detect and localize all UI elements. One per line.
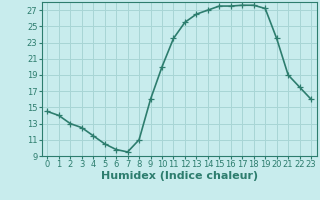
X-axis label: Humidex (Indice chaleur): Humidex (Indice chaleur) [100,171,258,181]
